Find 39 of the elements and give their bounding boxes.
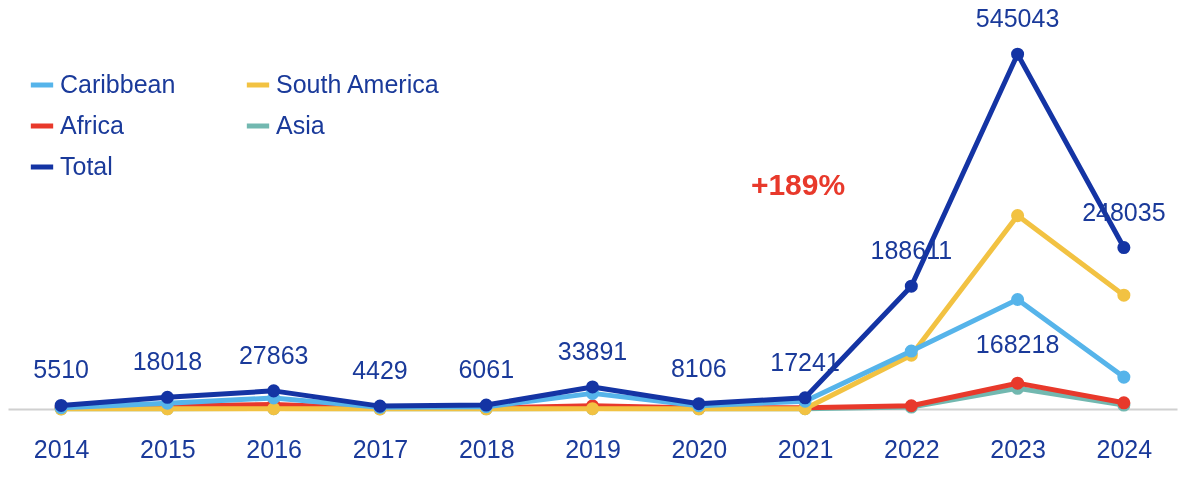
- point: [1117, 370, 1131, 384]
- point: [267, 384, 281, 398]
- data-label: 18018: [132, 347, 203, 376]
- data-label: 27863: [238, 340, 309, 369]
- point: [585, 380, 600, 394]
- x-tick-label: 2022: [884, 434, 940, 463]
- x-tick-label: 2014: [33, 434, 90, 463]
- point: [1011, 376, 1025, 390]
- data-label: 6061: [458, 355, 515, 384]
- data-label: 5510: [33, 355, 89, 384]
- x-tick-label: 2020: [671, 434, 728, 463]
- legend-label: Caribbean: [60, 70, 176, 98]
- x-tick-label: 2021: [777, 434, 834, 463]
- point: [1011, 293, 1025, 307]
- x-tick-label: 2018: [458, 434, 515, 463]
- data-label: 17241: [770, 347, 840, 376]
- legend-label: Asia: [276, 111, 325, 139]
- legend-label: South America: [276, 70, 439, 98]
- annotation: +189%: [750, 168, 846, 201]
- point: [904, 344, 918, 358]
- legend-label: Africa: [60, 111, 124, 139]
- point: [1117, 241, 1131, 255]
- point: [1011, 47, 1025, 61]
- data-label: 4429: [352, 356, 408, 385]
- data-label: 168218: [975, 329, 1060, 358]
- point: [1117, 288, 1131, 302]
- point: [904, 279, 918, 293]
- data-label: 33891: [557, 336, 628, 365]
- x-tick-label: 2015: [140, 434, 196, 463]
- x-tick-label: 2024: [1096, 434, 1153, 463]
- data-label: 545043: [975, 4, 1060, 33]
- x-tick-label: 2016: [246, 434, 302, 463]
- point: [1011, 209, 1025, 223]
- legend-label: Total: [60, 152, 113, 180]
- point: [160, 390, 174, 404]
- x-tick-label: 2019: [565, 434, 621, 463]
- x-tick-label: 2017: [352, 434, 409, 463]
- data-label: 8106: [670, 353, 727, 382]
- x-tick-label: 2023: [990, 434, 1046, 463]
